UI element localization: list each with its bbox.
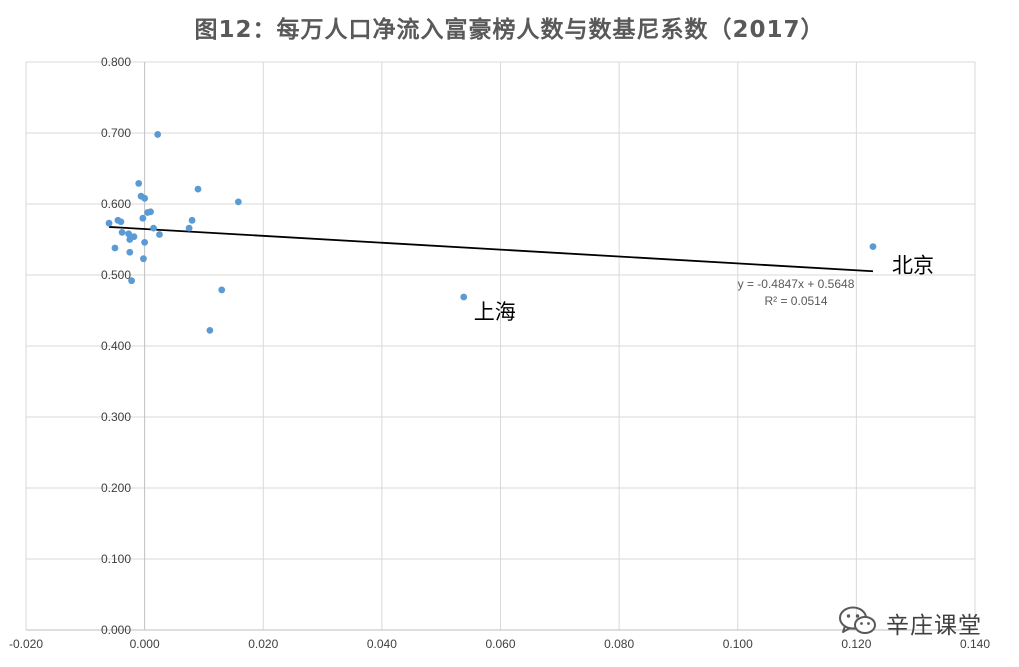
x-tick-label: 0.080 — [604, 637, 634, 651]
trendline-group — [108, 226, 874, 273]
x-tick-label: 0.000 — [130, 637, 160, 651]
data-point — [147, 208, 154, 216]
x-tick-label: 0.120 — [841, 637, 871, 651]
data-point — [150, 224, 157, 232]
x-tick-label: -0.020 — [9, 637, 43, 651]
trendline — [108, 226, 874, 273]
data-point — [117, 218, 125, 226]
data-point — [188, 216, 196, 224]
trendline-equation: y = -0.4847x + 0.5648 — [738, 277, 855, 291]
data-point — [135, 180, 143, 187]
x-tick-label: 0.040 — [367, 637, 397, 651]
data-point — [130, 233, 138, 241]
x-tick-label: 0.020 — [248, 637, 278, 651]
y-tick-label: 0.300 — [101, 410, 131, 424]
x-tick-label: 0.100 — [723, 637, 753, 651]
chart-title: 图12：每万人口净流入富豪榜人数与数基尼系数（2017） — [194, 17, 825, 43]
axes — [26, 62, 975, 631]
y-tick-label: 0.600 — [101, 197, 131, 211]
data-point — [869, 243, 877, 251]
data-point — [105, 219, 113, 227]
data-point — [126, 248, 134, 256]
y-tick-label: 0.800 — [101, 55, 131, 69]
data-point — [128, 277, 135, 285]
data-point — [139, 214, 147, 222]
data-point — [206, 326, 214, 334]
x-tick-labels: -0.020 0.000 0.020 0.040 0.060 0.080 0.100 0.12… — [9, 637, 990, 651]
data-point — [234, 198, 242, 206]
data-points — [105, 131, 877, 334]
y-tick-labels: 0.000 0.100 0.200 0.300 0.400 0.500 0.600 0.700… — [101, 55, 131, 637]
y-tick-label: 0.400 — [101, 339, 131, 353]
x-tick-label: 0.140 — [960, 637, 990, 651]
y-tick-label: 0.000 — [101, 623, 131, 637]
data-point — [140, 255, 147, 263]
y-tick-label: 0.100 — [101, 552, 131, 566]
grid-lines — [25, 61, 976, 631]
data-point — [154, 131, 162, 138]
data-point — [156, 231, 163, 238]
data-point — [141, 194, 149, 202]
x-tick-label: 0.060 — [485, 637, 515, 651]
data-point — [218, 286, 226, 294]
data-point — [194, 185, 202, 193]
data-point — [111, 244, 119, 252]
data-point — [460, 293, 468, 301]
annotation-beijing: 北京 — [892, 254, 934, 278]
trendline-r2: R² = 0.0514 — [764, 294, 827, 308]
data-point — [118, 229, 126, 236]
annotations: y = -0.4847x + 0.5648 R² = 0.0514 北京 上海 — [474, 254, 934, 324]
watermark-text: 辛庄课堂 — [886, 613, 982, 639]
wechat-icon — [838, 605, 878, 641]
y-tick-label: 0.200 — [101, 481, 131, 495]
annotation-shanghai: 上海 — [474, 300, 516, 324]
data-point — [141, 238, 149, 246]
y-tick-label: 0.700 — [101, 126, 131, 140]
data-point — [125, 230, 133, 238]
data-point — [185, 224, 193, 232]
y-tick-label: 0.500 — [101, 268, 131, 282]
watermark: 辛庄课堂 — [838, 606, 982, 640]
